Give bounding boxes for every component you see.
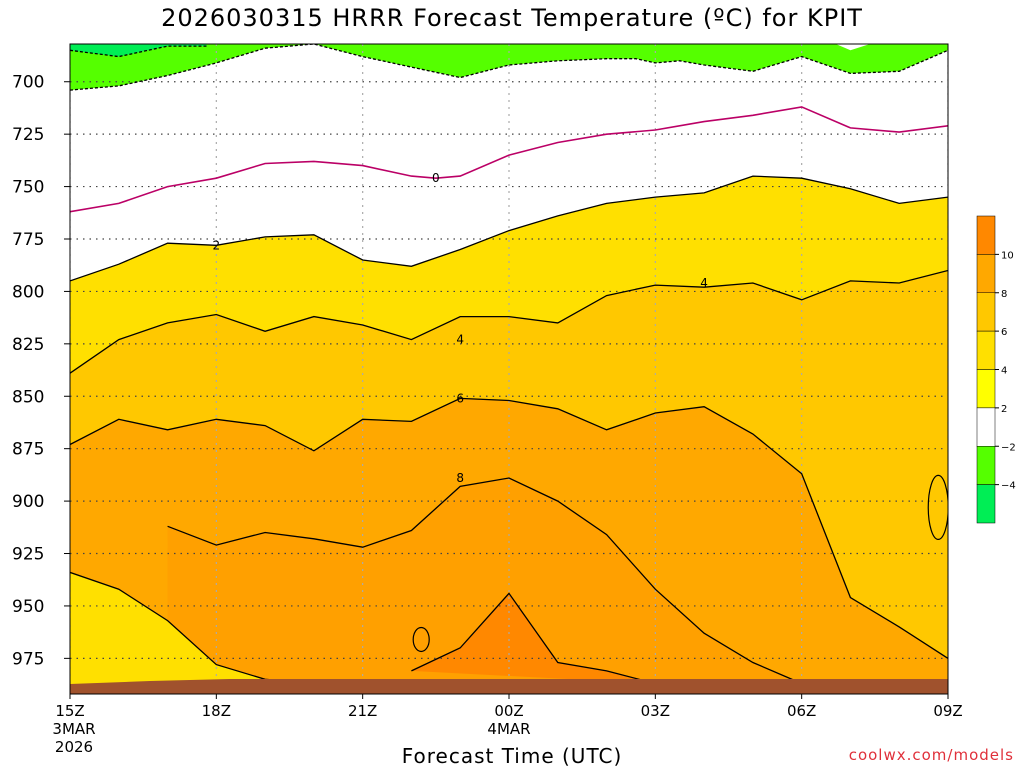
band-coldest bbox=[70, 44, 207, 57]
ground-surface bbox=[70, 679, 948, 694]
contour-line bbox=[70, 397, 948, 659]
contour-line bbox=[167, 477, 802, 685]
contour-label: 4 bbox=[700, 276, 708, 290]
y-tick-label: 875 bbox=[12, 440, 44, 460]
x-tick-label: 4MAR bbox=[487, 720, 530, 738]
contour-line bbox=[411, 592, 656, 685]
colorbar-label: −2 bbox=[1001, 442, 1016, 453]
colorbar-swatch bbox=[976, 407, 996, 447]
x-tick-label: 3MAR bbox=[52, 720, 95, 738]
y-tick-label: 975 bbox=[12, 649, 44, 669]
contour-loop bbox=[927, 474, 948, 540]
contour-label: 6 bbox=[456, 391, 464, 405]
x-tick-label: 15Z bbox=[55, 702, 84, 720]
y-tick-label: 750 bbox=[12, 178, 44, 198]
x-tick-label: 03Z bbox=[641, 702, 670, 720]
x-tick-label: 06Z bbox=[787, 702, 816, 720]
y-tick-label: 700 bbox=[12, 73, 44, 93]
credit-text: coolwx.com/models bbox=[848, 746, 1014, 764]
y-tick-label: 900 bbox=[12, 492, 44, 512]
y-tick-label: 725 bbox=[12, 125, 44, 145]
colorbar-label: −4 bbox=[1001, 481, 1016, 492]
contour-label: 0 bbox=[432, 171, 440, 185]
contour-line bbox=[70, 269, 948, 374]
band-cold bbox=[70, 44, 948, 91]
colorbar-label: 8 bbox=[1001, 289, 1007, 300]
x-tick-label: 18Z bbox=[202, 702, 231, 720]
colorbar-swatch bbox=[976, 215, 996, 255]
x-tick-label: 09Z bbox=[933, 702, 962, 720]
contour-label: 8 bbox=[456, 471, 464, 485]
colorbar-swatch bbox=[976, 446, 996, 485]
y-tick-label: 775 bbox=[12, 230, 44, 250]
x-tick-label: 00Z bbox=[494, 702, 523, 720]
contour-label: 2 bbox=[213, 238, 221, 252]
colorbar-label: 10 bbox=[1001, 250, 1014, 261]
colorbar-swatch bbox=[976, 254, 996, 293]
y-tick-label: 850 bbox=[12, 387, 44, 407]
y-tick-label: 950 bbox=[12, 597, 44, 617]
colorbar-label: 4 bbox=[1001, 366, 1007, 377]
x-tick-label: 21Z bbox=[348, 702, 377, 720]
contour-label: 4 bbox=[456, 333, 464, 347]
contour-line bbox=[70, 44, 948, 91]
band-8-10 bbox=[167, 478, 802, 694]
colorbar-label: 2 bbox=[1001, 404, 1007, 415]
band-10 bbox=[411, 593, 656, 684]
y-tick-label: 825 bbox=[12, 335, 44, 355]
contour-line bbox=[70, 106, 948, 213]
chart-title: 2026030315 HRRR Forecast Temperature (ºC… bbox=[161, 4, 863, 32]
band-white bbox=[70, 44, 948, 281]
x-axis-label: Forecast Time (UTC) bbox=[401, 744, 623, 768]
contour-loop bbox=[412, 626, 430, 653]
x-tick-label: 2026 bbox=[55, 738, 93, 756]
colorbar-swatch bbox=[976, 330, 996, 370]
colorbar-swatch bbox=[976, 484, 996, 524]
band-2-4-low bbox=[70, 572, 461, 694]
colorbar-swatch bbox=[976, 369, 996, 409]
colorbar-label: 6 bbox=[1001, 327, 1007, 338]
contour-line bbox=[70, 175, 948, 282]
colorbar-swatch bbox=[976, 292, 996, 332]
y-tick-label: 800 bbox=[12, 282, 44, 302]
y-tick-label: 925 bbox=[12, 545, 44, 565]
band-white-patch bbox=[835, 44, 870, 51]
